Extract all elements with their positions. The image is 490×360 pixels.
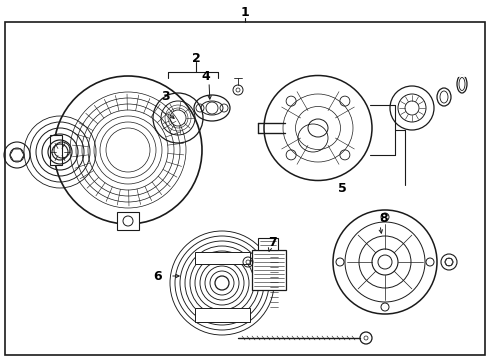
- Bar: [252, 250, 286, 290]
- Bar: [50, 135, 62, 165]
- Text: 5: 5: [338, 181, 346, 194]
- Bar: [195, 252, 250, 264]
- Text: 7: 7: [268, 235, 276, 248]
- Ellipse shape: [54, 76, 202, 224]
- Text: 1: 1: [241, 6, 249, 19]
- Text: 4: 4: [201, 69, 210, 82]
- Bar: [117, 212, 139, 230]
- Bar: [258, 238, 278, 250]
- Text: 2: 2: [192, 51, 200, 64]
- Ellipse shape: [264, 76, 372, 180]
- Polygon shape: [445, 258, 453, 265]
- Bar: [195, 308, 250, 322]
- Text: 8: 8: [380, 211, 388, 225]
- Text: 3: 3: [161, 90, 170, 103]
- Text: 6: 6: [154, 270, 162, 283]
- Polygon shape: [10, 149, 24, 161]
